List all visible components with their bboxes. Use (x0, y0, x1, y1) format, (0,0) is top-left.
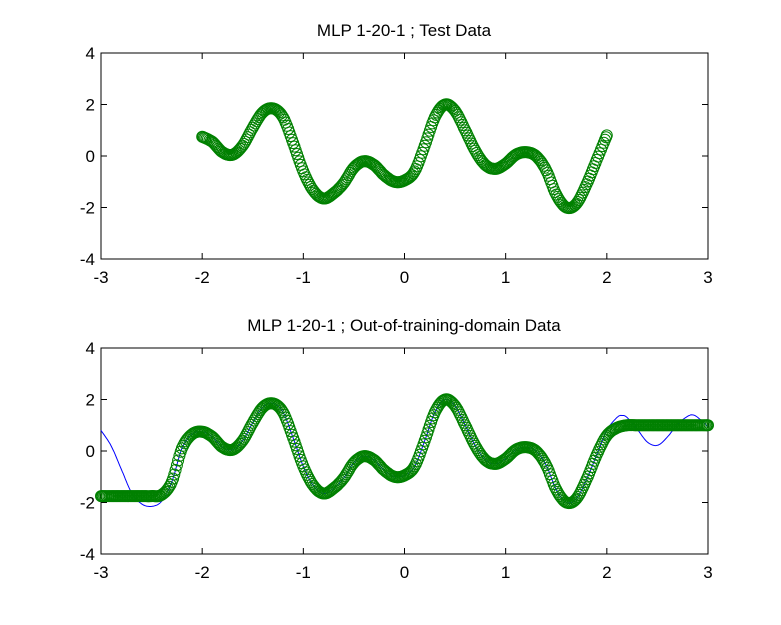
plot-area (100, 52, 709, 260)
data-point (455, 116, 468, 129)
x-tick-label: 0 (400, 268, 409, 287)
data-point (274, 107, 287, 120)
x-tick-label: 3 (703, 563, 712, 582)
plot-area (100, 347, 709, 555)
x-tick-label: 2 (602, 563, 611, 582)
y-tick-label: 0 (86, 442, 95, 461)
data-point (574, 486, 587, 499)
x-tick-label: -1 (296, 563, 311, 582)
data-point (454, 113, 467, 126)
y-tick-label: 4 (86, 44, 95, 63)
data-point (455, 411, 468, 424)
x-tick-label: -3 (93, 268, 108, 287)
x-tick-label: 2 (602, 268, 611, 287)
x-tick-label: 0 (400, 563, 409, 582)
data-point (406, 464, 419, 477)
data-point (459, 419, 472, 432)
x-tick-label: -2 (195, 563, 210, 582)
data-point (169, 464, 182, 476)
data-point (172, 454, 185, 467)
y-tick-label: -2 (80, 199, 95, 218)
y-tick-label: -2 (80, 494, 95, 513)
x-tick-label: -1 (296, 268, 311, 287)
data-point (277, 111, 290, 124)
data-point (461, 129, 474, 142)
x-tick-label: -2 (195, 268, 210, 287)
data-point (576, 186, 589, 199)
y-tick-label: 2 (86, 96, 95, 115)
data-point (600, 129, 613, 142)
y-tick-label: -4 (80, 250, 95, 269)
data-point (408, 460, 421, 473)
data-point (463, 427, 475, 440)
axis-ticks: -3 -2 -1 0 1 2 3 4 2 0 -2 -4 (80, 44, 713, 287)
data-point (575, 189, 588, 202)
data-point (408, 165, 421, 178)
y-tick-label: -4 (80, 545, 95, 564)
x-tick-label: 3 (703, 268, 712, 287)
chart-title: MLP 1-20-1 ; Test Data (317, 21, 492, 40)
subplot-test-data: MLP 1-20-1 ; Test Data -3 -2 -1 0 1 2 3 4 2 0 -2 -4 (80, 21, 713, 287)
data-point (574, 191, 587, 204)
y-tick-label: 4 (86, 339, 95, 358)
data-marks (95, 393, 714, 510)
data-point (274, 402, 287, 415)
chart-title: MLP 1-20-1 ; Out-of-training-domain Data (247, 316, 561, 335)
data-point (459, 124, 472, 137)
data-point (461, 424, 474, 437)
data-point (277, 406, 290, 419)
y-tick-label: 2 (86, 391, 95, 410)
data-point (170, 459, 183, 472)
data-point (454, 408, 467, 421)
data-point (575, 484, 588, 497)
data-point (576, 481, 589, 494)
subplot-out-of-domain-data: MLP 1-20-1 ; Out-of-training-domain Data… (80, 316, 714, 582)
x-tick-label: -3 (93, 563, 108, 582)
y-tick-label: 0 (86, 147, 95, 166)
data-point (463, 132, 475, 145)
x-tick-label: 1 (501, 563, 510, 582)
data-point (406, 169, 419, 182)
data-point (702, 419, 714, 432)
data-point (168, 468, 181, 481)
data-marks (196, 98, 613, 215)
x-tick-label: 1 (501, 268, 510, 287)
axis-ticks: -3 -2 -1 0 1 2 3 4 2 0 -2 -4 (80, 339, 713, 582)
